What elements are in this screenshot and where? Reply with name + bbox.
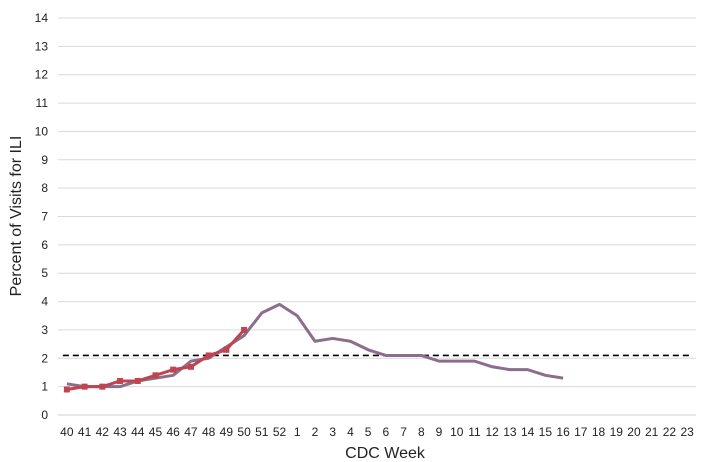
x-tick-label: 18 [592,425,606,439]
x-tick-label: 16 [556,425,570,439]
y-tick-label: 11 [36,96,49,110]
x-tick-label: 11 [468,425,481,439]
x-axis-ticks: 40 41 42 43 44 45 46 47 48 49 50 51 52 1 2 3 4 5 6 7 8 9 10 11 1… [60,425,694,439]
y-tick-label: 9 [41,153,48,167]
x-tick-label: 52 [273,425,287,439]
series-2-point [152,372,159,379]
x-tick-label: 45 [149,425,163,439]
x-tick-label: 46 [167,425,181,439]
x-tick-label: 44 [131,425,145,439]
y-tick-label: 13 [35,39,49,53]
series-2-point [117,377,124,384]
x-tick-label: 47 [184,425,198,439]
y-tick-label: 6 [41,238,48,252]
y-tick-label: 7 [41,210,48,224]
x-axis-title: CDC Week [345,445,426,462]
x-tick-label: 1 [294,425,301,439]
series-2-point [99,383,106,390]
y-tick-label: 0 [41,408,48,422]
y-tick-label: 12 [35,68,49,82]
x-tick-label: 21 [645,425,659,439]
series-group [63,302,564,393]
x-tick-label: 51 [255,425,269,439]
x-tick-label: 43 [113,425,127,439]
x-tick-label: 49 [220,425,234,439]
y-tick-label: 1 [41,380,48,394]
x-tick-label: 15 [539,425,553,439]
x-tick-label: 22 [663,425,677,439]
y-tick-label: 3 [41,323,48,337]
series-2-point [187,363,194,370]
series-2-point [205,352,212,359]
x-tick-label: 41 [78,425,92,439]
x-tick-label: 17 [574,425,588,439]
x-tick-label: 3 [329,425,336,439]
x-tick-label: 14 [521,425,535,439]
y-axis-title: Percent of Visits for ILI [8,136,25,297]
x-tick-label: 8 [418,425,425,439]
y-tick-label: 14 [35,11,49,25]
series-2-point [241,326,248,333]
series-2-point [170,366,177,373]
x-tick-label: 19 [610,425,624,439]
series-1-line [66,302,564,389]
series-2-point [134,377,141,384]
y-tick-label: 4 [41,295,48,309]
series-2-point [63,386,70,393]
gridlines [58,17,696,388]
x-tick-label: 20 [627,425,641,439]
x-tick-label: 40 [60,425,74,439]
x-tick-label: 2 [312,425,319,439]
x-tick-label: 6 [383,425,390,439]
x-tick-label: 7 [400,425,407,439]
y-tick-label: 10 [35,124,49,138]
x-tick-label: 50 [237,425,251,439]
x-tick-label: 42 [96,425,110,439]
series-2-line [66,328,246,391]
y-tick-label: 5 [41,266,48,280]
x-tick-label: 10 [450,425,464,439]
x-tick-label: 9 [436,425,443,439]
series-2-point [223,346,230,353]
x-tick-label: 13 [503,425,517,439]
x-tick-label: 4 [347,425,354,439]
x-tick-label: 12 [486,425,500,439]
y-tick-label: 8 [41,181,48,195]
x-tick-label: 5 [365,425,372,439]
x-tick-label: 23 [680,425,694,439]
y-tick-label: 2 [41,351,48,365]
series-2-point [81,383,88,390]
x-tick-label: 48 [202,425,216,439]
